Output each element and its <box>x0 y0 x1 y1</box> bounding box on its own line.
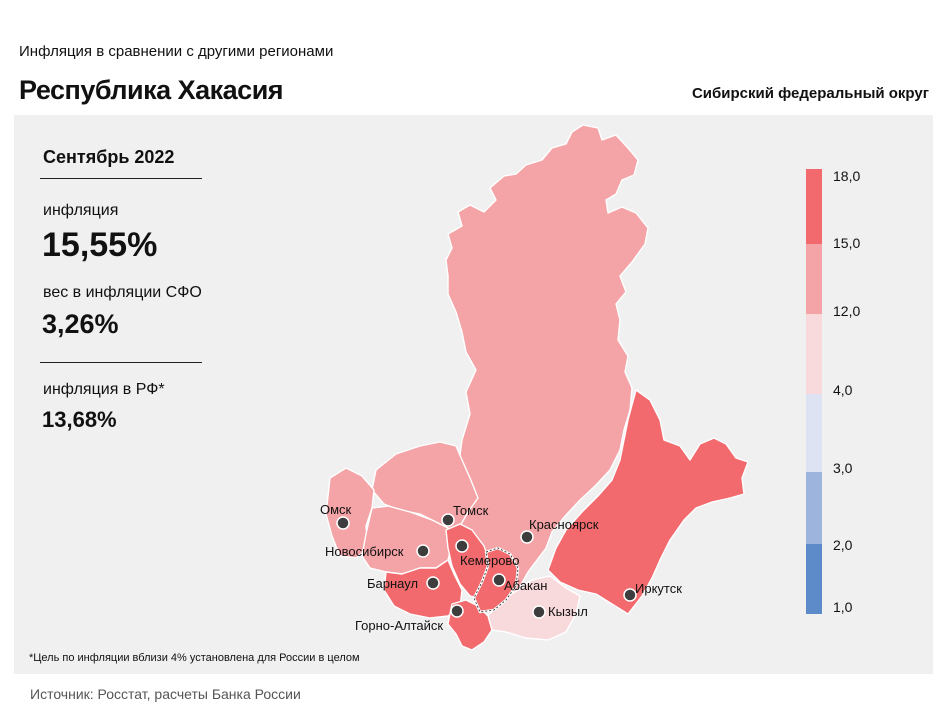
divider-top <box>40 178 202 179</box>
divider-bottom <box>40 362 202 363</box>
city-label-gorno-altaysk: Горно-Алтайск <box>355 618 443 633</box>
weight-value: 3,26% <box>42 309 119 339</box>
legend-swatch-18-15 <box>806 169 822 244</box>
krasnoyarsk-marker <box>520 530 534 544</box>
city-label-kyzyl: Кызыл <box>548 604 588 619</box>
city-label-krasnoyarsk: Красноярск <box>529 517 599 532</box>
region-irkutsk <box>547 389 749 615</box>
irkutsk-marker <box>623 588 637 602</box>
legend-swatch-3-2 <box>806 472 822 544</box>
legend-tick: 12,0 <box>833 303 860 319</box>
inflation-label: инфляция <box>43 202 119 219</box>
legend-swatch-4-3 <box>806 394 822 472</box>
city-label-tomsk: Томск <box>453 503 489 518</box>
legend-tick: 4,0 <box>833 382 853 398</box>
novosibirsk-marker <box>416 544 430 558</box>
region-tyva <box>485 575 581 641</box>
kemerovo-marker <box>455 539 469 553</box>
weight-label: вес в инфляции СФО <box>43 284 202 301</box>
legend: 18,0 15,0 12,0 4,0 3,0 2,0 1,0 <box>806 168 860 615</box>
legend-swatch-12-4 <box>806 314 822 394</box>
gorno-altaysk-marker <box>450 604 464 618</box>
city-label-barnaul: Барнаул <box>367 576 418 591</box>
legend-swatch-2-1 <box>806 544 822 614</box>
city-label-abakan: Абакан <box>504 578 547 593</box>
legend-tick: 15,0 <box>833 235 860 251</box>
source-note: Источник: Росстат, расчеты Банка России <box>30 686 301 702</box>
city-label-kemerovo: Кемерово <box>460 553 519 568</box>
legend-tick: 2,0 <box>833 537 853 553</box>
inflation-value: 15,55% <box>42 226 158 264</box>
period-label: Сентябрь 2022 <box>43 147 175 167</box>
city-label-irkutsk: Иркутск <box>635 581 682 596</box>
legend-tick: 1,0 <box>833 599 853 615</box>
region-title: Республика Хакасия <box>19 75 284 105</box>
kyzyl-marker <box>532 605 546 619</box>
footnote: *Цель по инфляции вблизи 4% установлена … <box>29 652 360 664</box>
city-label-novosibirsk: Новосибирск <box>325 544 404 559</box>
tomsk-marker <box>441 513 455 527</box>
city-label-omsk: Омск <box>320 502 352 517</box>
legend-tick: 3,0 <box>833 460 853 476</box>
barnaul-marker <box>426 576 440 590</box>
abakan-marker <box>492 573 506 587</box>
rf-inflation-value: 13,68% <box>42 407 117 432</box>
omsk-marker <box>336 516 350 530</box>
chart-subtitle: Инфляция в сравнении с другими регионами <box>19 43 334 60</box>
legend-tick: 18,0 <box>833 168 860 184</box>
region-altai-krai <box>383 559 463 619</box>
rf-inflation-label: инфляция в РФ* <box>43 381 165 398</box>
district-label: Сибирский федеральный округ <box>691 85 929 102</box>
legend-swatch-15-12 <box>806 244 822 314</box>
